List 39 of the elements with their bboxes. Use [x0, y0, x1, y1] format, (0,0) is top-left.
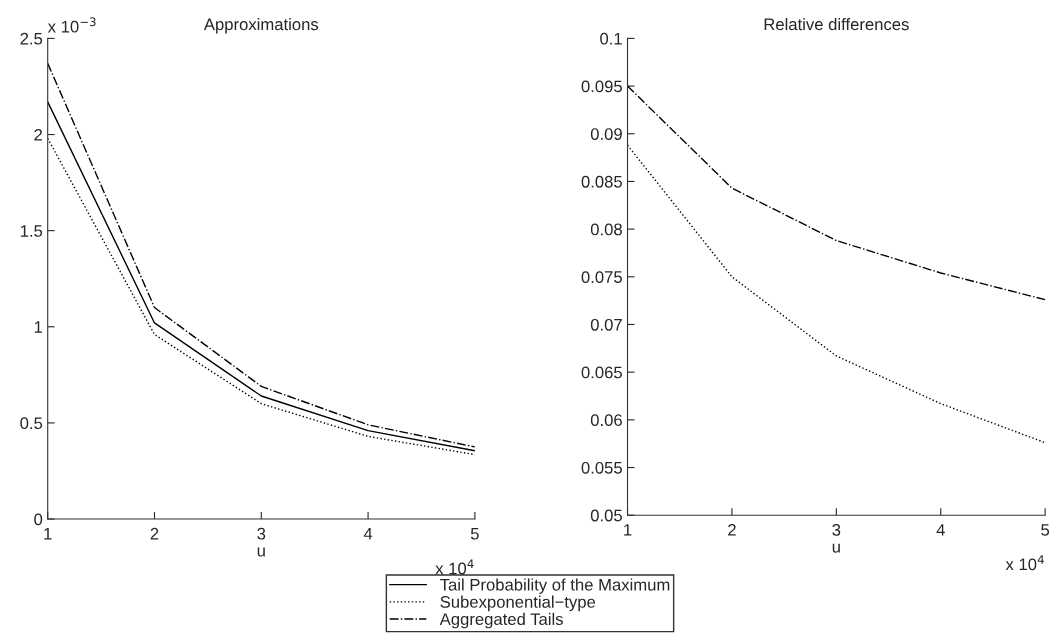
- y-tick-label: 0.07: [590, 318, 622, 331]
- x-tick-label: 3: [832, 523, 841, 536]
- y-tick-label: 1: [34, 321, 43, 333]
- x-tick-label: 5: [470, 527, 479, 540]
- x-tick-label: 3: [257, 527, 266, 540]
- line-series: [627, 85, 1046, 301]
- y-tick-label: 0.085: [581, 175, 622, 188]
- chart-title: Approximations: [203, 17, 319, 34]
- y-tick-label: 2: [34, 128, 42, 141]
- legend-label: Aggregated Tails: [439, 612, 563, 629]
- y-tick-label: 2.5: [20, 32, 43, 45]
- x-tick-label: 5: [1041, 524, 1050, 536]
- y-tick-label: 0: [34, 513, 43, 526]
- y-tick-label: 0.075: [581, 271, 622, 283]
- y-tick-label: 0.06: [590, 414, 622, 427]
- text: x 10$^{4}$: [435, 559, 474, 575]
- y-tick-label: 0.5: [20, 417, 43, 430]
- x-axis-title: u: [257, 547, 265, 557]
- legend-label: Tail Probability of the Maximum: [440, 578, 670, 594]
- x-axis-title: u: [832, 543, 840, 553]
- chart-title: Relative differences: [764, 17, 909, 31]
- y-tick-label: 1.5: [20, 225, 43, 237]
- x-tick-label: 4: [936, 524, 945, 536]
- x-tick-label: 1: [44, 527, 52, 540]
- x-tick-label: 4: [363, 527, 373, 540]
- x-tick-label: 2: [728, 523, 736, 536]
- y-tick-label: 0.08: [590, 223, 622, 236]
- y-tick-label: 0.065: [581, 366, 622, 379]
- legend-label: Subexponential−type: [440, 595, 596, 612]
- x-tick-label: 2: [150, 527, 159, 540]
- y-tick-label: 0.1: [600, 32, 622, 45]
- y-tick-label: 0.05: [590, 509, 622, 522]
- text: x 10$^{−3}$: [47, 17, 96, 33]
- text: x 10$^{4}$: [1005, 555, 1044, 571]
- y-tick-label: 0.055: [581, 461, 622, 474]
- y-tick-label: 0.09: [590, 128, 622, 140]
- y-tick-label: 0.095: [581, 80, 622, 93]
- line-series: [627, 144, 1046, 444]
- x-tick-label: 1: [624, 524, 632, 536]
